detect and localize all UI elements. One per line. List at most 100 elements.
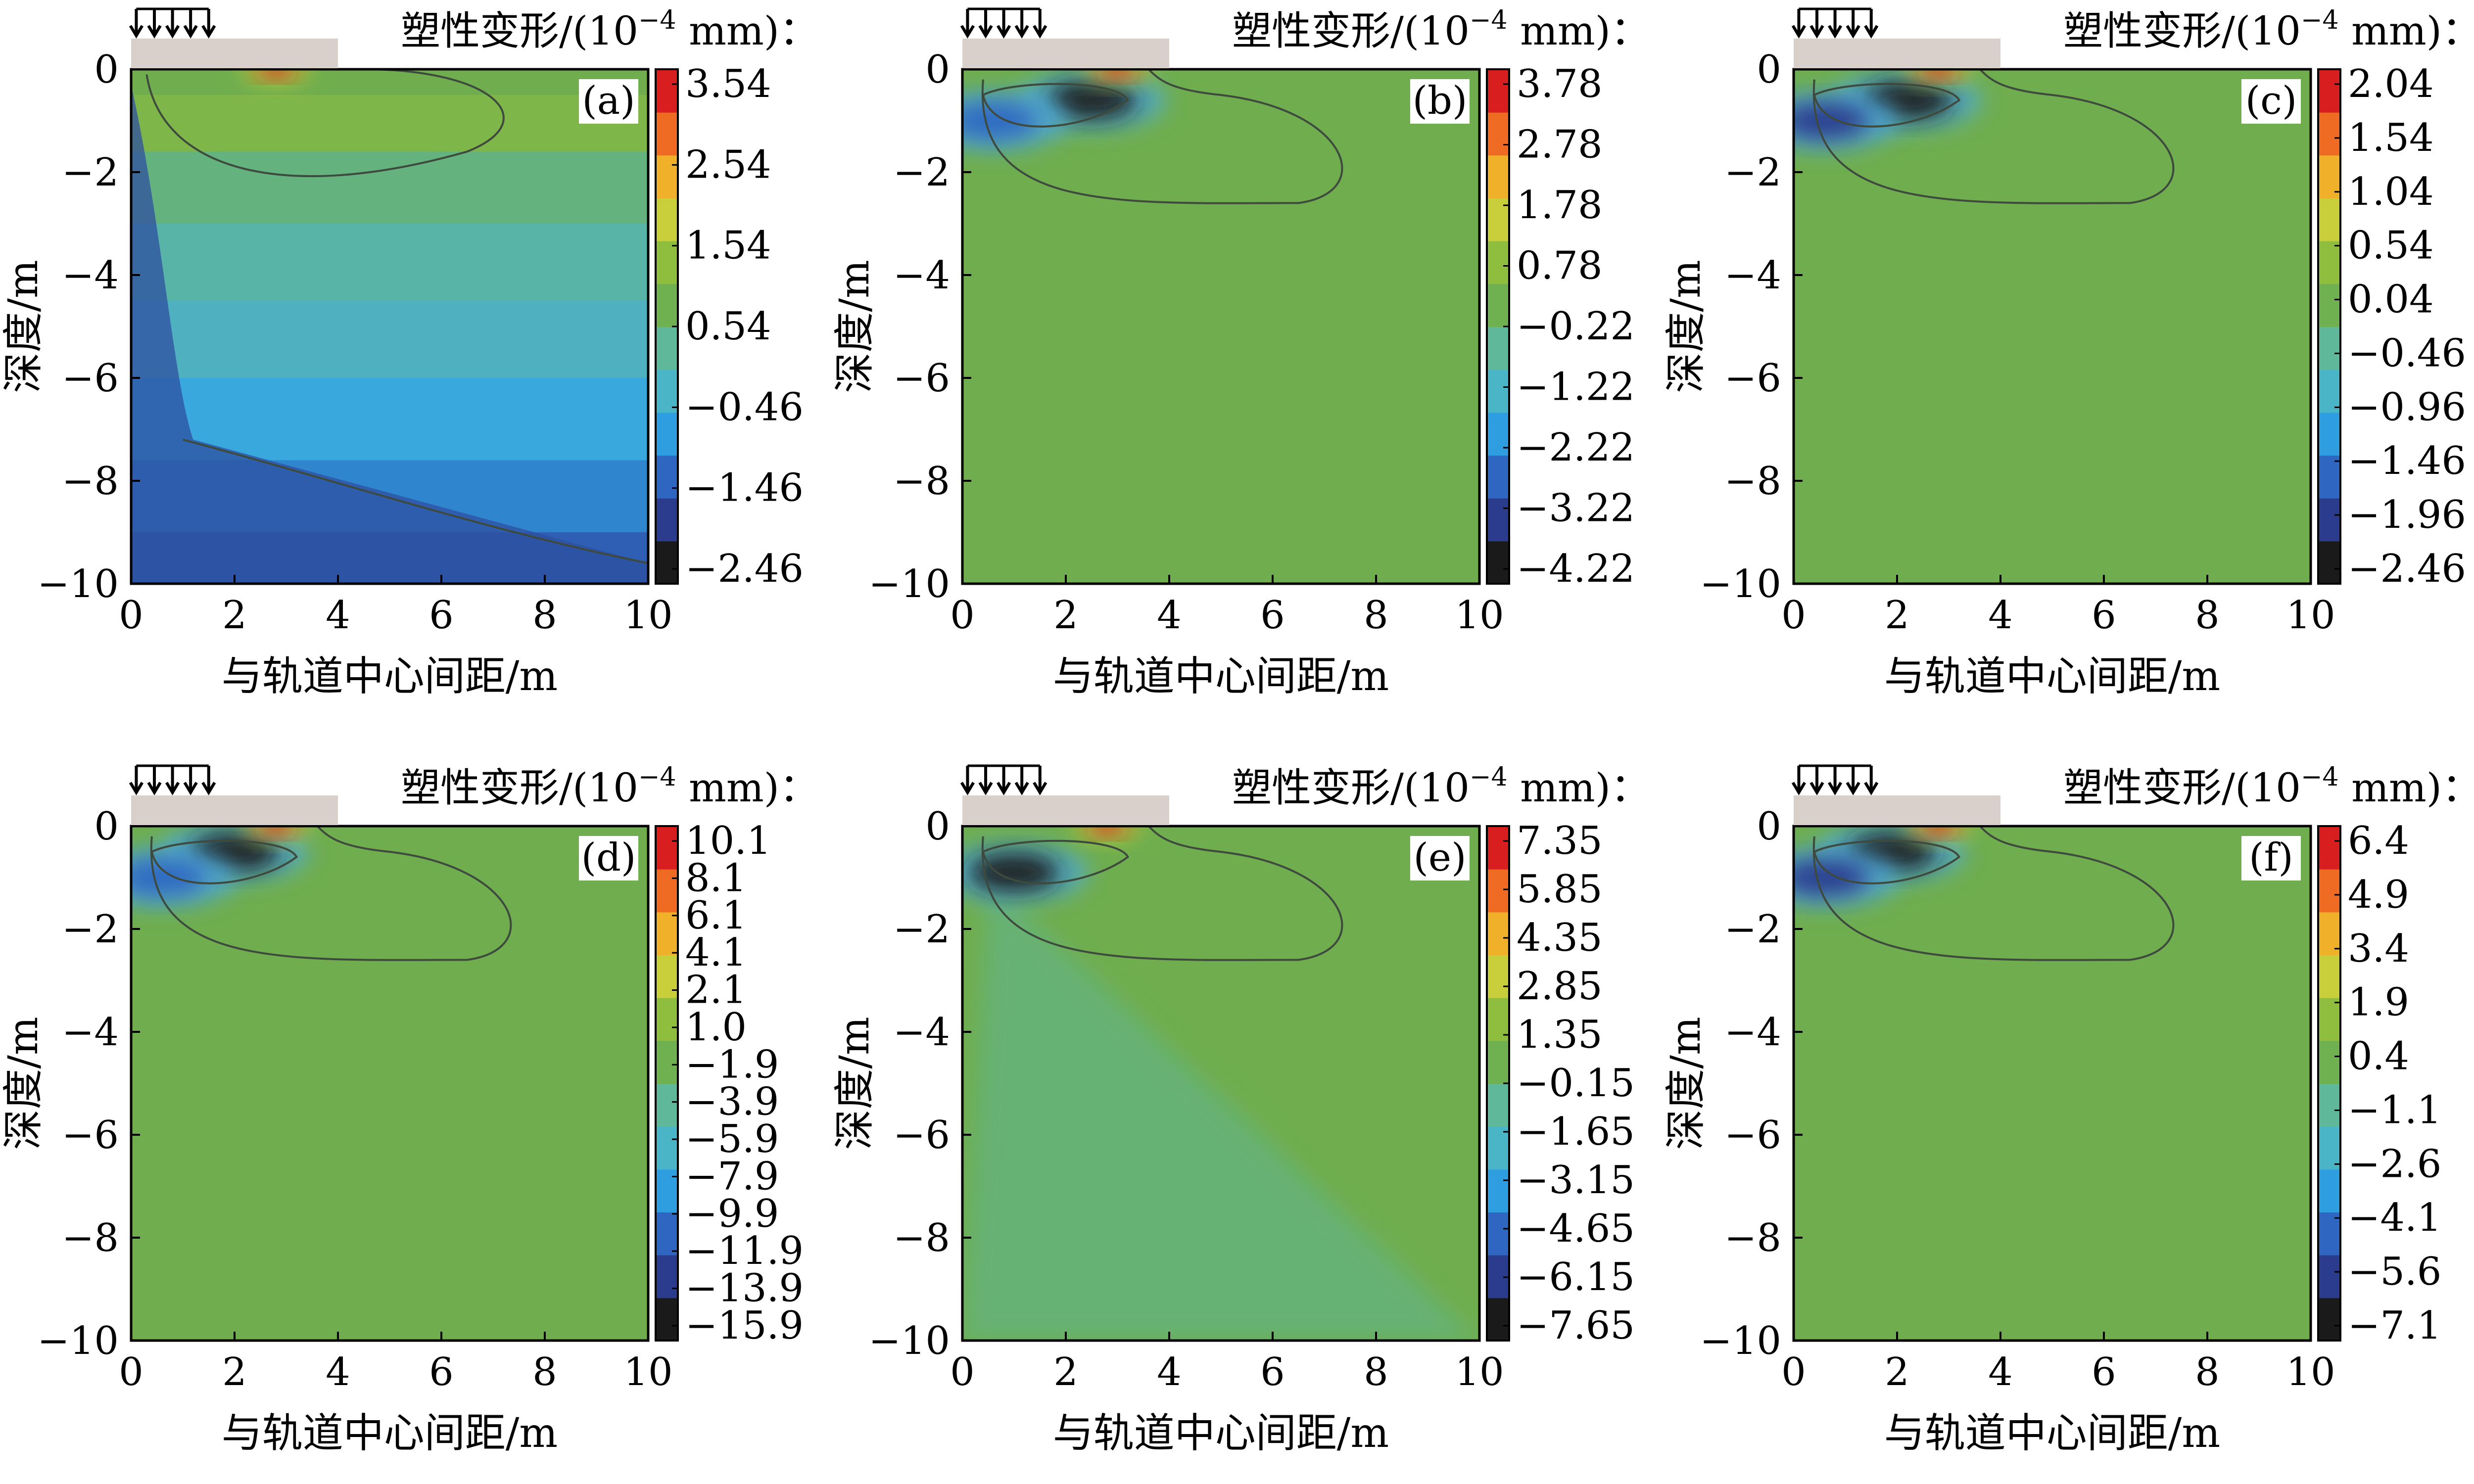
load-arrow-icon: [1846, 9, 1860, 39]
x-axis-label: 与轨道中心间距/m: [222, 653, 558, 700]
colorbar-title: 塑性变形/(10−4 mm)：: [1232, 762, 1650, 811]
colorbar-tick-label: −2.46: [2348, 547, 2466, 591]
y-tick-label: −10: [37, 562, 119, 606]
panel-label-box: [1410, 836, 1470, 881]
x-tick-label: 2: [1053, 1350, 1078, 1394]
colorbar-tick-label: −3.22: [1517, 486, 1635, 531]
colorbar-segment: [656, 412, 678, 456]
plot-background: [962, 69, 1479, 584]
contour-line: [1812, 69, 2175, 204]
panel-label: (f): [2249, 835, 2293, 880]
panel-label: (b): [1413, 79, 1468, 123]
y-tick-label: −6: [62, 1113, 119, 1158]
plot-frame: [1792, 68, 2312, 585]
colorbar-tick-label: −5.6: [2348, 1250, 2441, 1294]
colorbar-segment: [656, 498, 678, 542]
colorbar-title: 塑性变形/(10−4 mm)：: [401, 762, 819, 811]
colorbar-segment: [656, 326, 678, 370]
colorbar-tick-label: 4.9: [2348, 873, 2409, 917]
contour-line: [1813, 839, 1960, 884]
colorbar-tick-label: 2.04: [2348, 62, 2434, 106]
load-arrow-icon: [1828, 766, 1843, 795]
colorbar-segment: [656, 1212, 678, 1255]
panel-d: (d) 0 2 4 6 8 10 0 −2 −4 −6 −8 −10 与轨道中心间距/m 深度/m 塑性变形/…: [0, 757, 821, 1484]
shallow-zone: [962, 878, 1479, 1341]
contour-line: [1812, 826, 2175, 961]
y-tick-label: −10: [1700, 1319, 1781, 1363]
y-tick-label: −4: [893, 253, 950, 298]
colorbar-segment: [2318, 198, 2340, 241]
x-tick-label: 6: [2092, 1350, 2116, 1394]
y-tick-label: −8: [1724, 1216, 1781, 1260]
colorbar-tick-label: −4.65: [1517, 1206, 1635, 1251]
colorbar-segment: [2318, 997, 2340, 1041]
y-tick-label: −6: [62, 356, 119, 401]
sleeper-block: [962, 795, 1169, 825]
colorbar-segment: [1487, 912, 1509, 955]
colorbar-tick-label: −1.1: [2348, 1088, 2441, 1132]
colorbar-segment: [656, 69, 678, 113]
panel-label: (a): [582, 79, 635, 123]
contour-line: [981, 826, 1343, 961]
x-tick-label: 4: [1157, 593, 1182, 638]
colorbar-title: 塑性变形/(10−4 mm)：: [1232, 5, 1650, 54]
x-tick-label: 0: [119, 593, 143, 638]
panel-label-box: [2241, 79, 2301, 124]
colorbar-segment: [1487, 412, 1509, 456]
sleeper-block: [131, 39, 338, 68]
x-tick-label: 0: [950, 593, 975, 638]
colorbar-tick-label: −2.6: [2348, 1142, 2441, 1186]
colorbar-segment: [1487, 997, 1509, 1041]
load-arrow-icon: [165, 766, 180, 795]
colorbar-title: 塑性变形/(10−4 mm)：: [2063, 5, 2474, 54]
colorbar-tick-label: −0.22: [1517, 304, 1635, 349]
x-tick-label: 10: [623, 1350, 672, 1394]
x-axis-label: 与轨道中心间距/m: [222, 1410, 558, 1457]
colorbar-segment: [656, 869, 678, 913]
x-tick-label: 0: [119, 1350, 143, 1394]
colorbar-tick-label: −11.9: [685, 1229, 804, 1273]
colorbar-segment: [1487, 869, 1509, 913]
x-axis-label: 与轨道中心间距/m: [1053, 1410, 1389, 1457]
contour-line: [150, 826, 512, 961]
x-tick-label: 4: [1988, 593, 2013, 638]
colorbar-title: 塑性变形/(10−4 mm)：: [2063, 762, 2474, 811]
plot-frame: [130, 68, 650, 585]
colorbar-tick-label: 1.0: [685, 1005, 747, 1050]
trough-core: [969, 853, 1059, 891]
load-arrow-icon: [165, 9, 180, 39]
colorbar-segment: [2318, 326, 2340, 370]
x-tick-label: 2: [222, 593, 247, 638]
colorbar-segment: [656, 826, 678, 870]
colorbar-tick-label: 0.4: [2348, 1034, 2409, 1079]
colorbar-segment: [1487, 455, 1509, 499]
colorbar-tick-label: 6.4: [2348, 819, 2409, 863]
colorbar-segment: [2318, 112, 2340, 156]
load-arrow-icon: [1014, 9, 1029, 39]
colorbar-segment: [656, 155, 678, 198]
colorbar-segment: [656, 541, 678, 584]
load-arrow-icon: [201, 766, 216, 795]
load-arrow-icon: [978, 766, 993, 795]
x-tick-label: 8: [2195, 593, 2220, 638]
y-tick-label: −10: [1700, 562, 1781, 606]
panel-label: (c): [2245, 79, 2297, 123]
plot-background: [1794, 826, 2311, 1341]
panel-c: (c) 0 2 4 6 8 10 0 −2 −4 −6 −8 −10 与轨道中心间距/m 深度/m 塑性变形/…: [1663, 0, 2474, 727]
y-tick-label: −2: [62, 907, 119, 952]
colorbar-tick-label: 8.1: [685, 856, 747, 900]
colorbar-tick-label: 0.78: [1517, 244, 1603, 288]
colorbar-tick-label: 7.35: [1517, 819, 1603, 863]
colorbar-tick-label: −0.46: [2348, 331, 2466, 375]
colorbar-tick-label: 4.35: [1517, 916, 1603, 960]
x-tick-label: 0: [1781, 1350, 1806, 1394]
x-tick-label: 0: [1781, 593, 1806, 638]
trough-core: [1794, 102, 1869, 139]
colorbar-segment: [1487, 1083, 1509, 1127]
load-arrow-icon: [978, 9, 993, 39]
x-axis-label: 与轨道中心间距/m: [1884, 1410, 2220, 1457]
colorbar-segment: [1487, 112, 1509, 156]
contour-line: [981, 69, 1343, 204]
colorbar-segment: [2318, 826, 2340, 870]
y-tick-label: 0: [925, 804, 950, 849]
